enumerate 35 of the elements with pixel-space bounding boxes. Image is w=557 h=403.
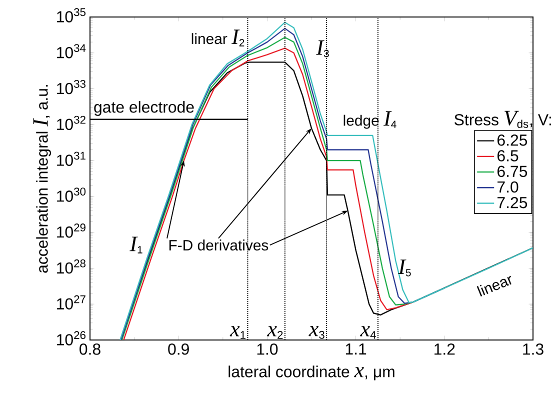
y-tick-label: 10$^{32}$ (57, 116, 86, 130)
annotation: I$_{5}$ (398, 260, 411, 276)
y-tick-label: 10$^{27}$ (57, 295, 86, 310)
annotation: F-D derivatives (169, 240, 268, 251)
annotation: linear (476, 276, 512, 296)
annotation: I$_{3}$ (316, 40, 329, 58)
legend-label: 6.5 (498, 150, 518, 162)
y-axis-title: acceleration integral I, a.u. (33, 85, 52, 273)
x-tick-label: 1.0 (257, 344, 278, 355)
ref-line-label: x$_{4}$ (360, 326, 376, 339)
x-tick-label: 1.3 (523, 344, 544, 355)
series-label: gate electrode (94, 101, 194, 116)
ref-line-label: x$_{3}$ (308, 326, 324, 339)
y-tick-label: 10$^{30}$ (57, 188, 86, 202)
x-tick-label: 1.2 (434, 344, 455, 355)
legend-title: Stress V$_{ds}$, V: (454, 110, 551, 128)
ref-line-label: x$_{2}$ (267, 326, 283, 339)
annotation: ledge I$_{4}$ (344, 111, 396, 129)
x-axis-title: lateral coordinate x, μm (228, 366, 394, 380)
y-tick-label: 10$^{33}$ (57, 80, 86, 94)
legend-label: 6.75 (498, 166, 528, 177)
y-tick-label: 10$^{35}$ (57, 8, 86, 22)
y-tick-label: 10$^{28}$ (57, 259, 86, 274)
legend-label: 7.0 (498, 181, 518, 193)
y-tick-label: 10$^{34}$ (57, 44, 86, 58)
x-tick-label: 0.9 (168, 344, 189, 355)
annotation: I$_{1}$ (130, 236, 142, 254)
annotation: linear I$_{2}$ (192, 30, 244, 46)
x-tick-label: 0.8 (80, 344, 100, 355)
ref-line-label: x$_{1}$ (230, 326, 246, 339)
y-tick-label: 10$^{29}$ (57, 224, 86, 238)
x-tick-label: 1.1 (346, 344, 366, 354)
legend-label: 6.25 (498, 134, 528, 146)
y-tick-label: 10$^{31}$ (57, 152, 86, 166)
legend-label: 7.25 (498, 196, 528, 208)
